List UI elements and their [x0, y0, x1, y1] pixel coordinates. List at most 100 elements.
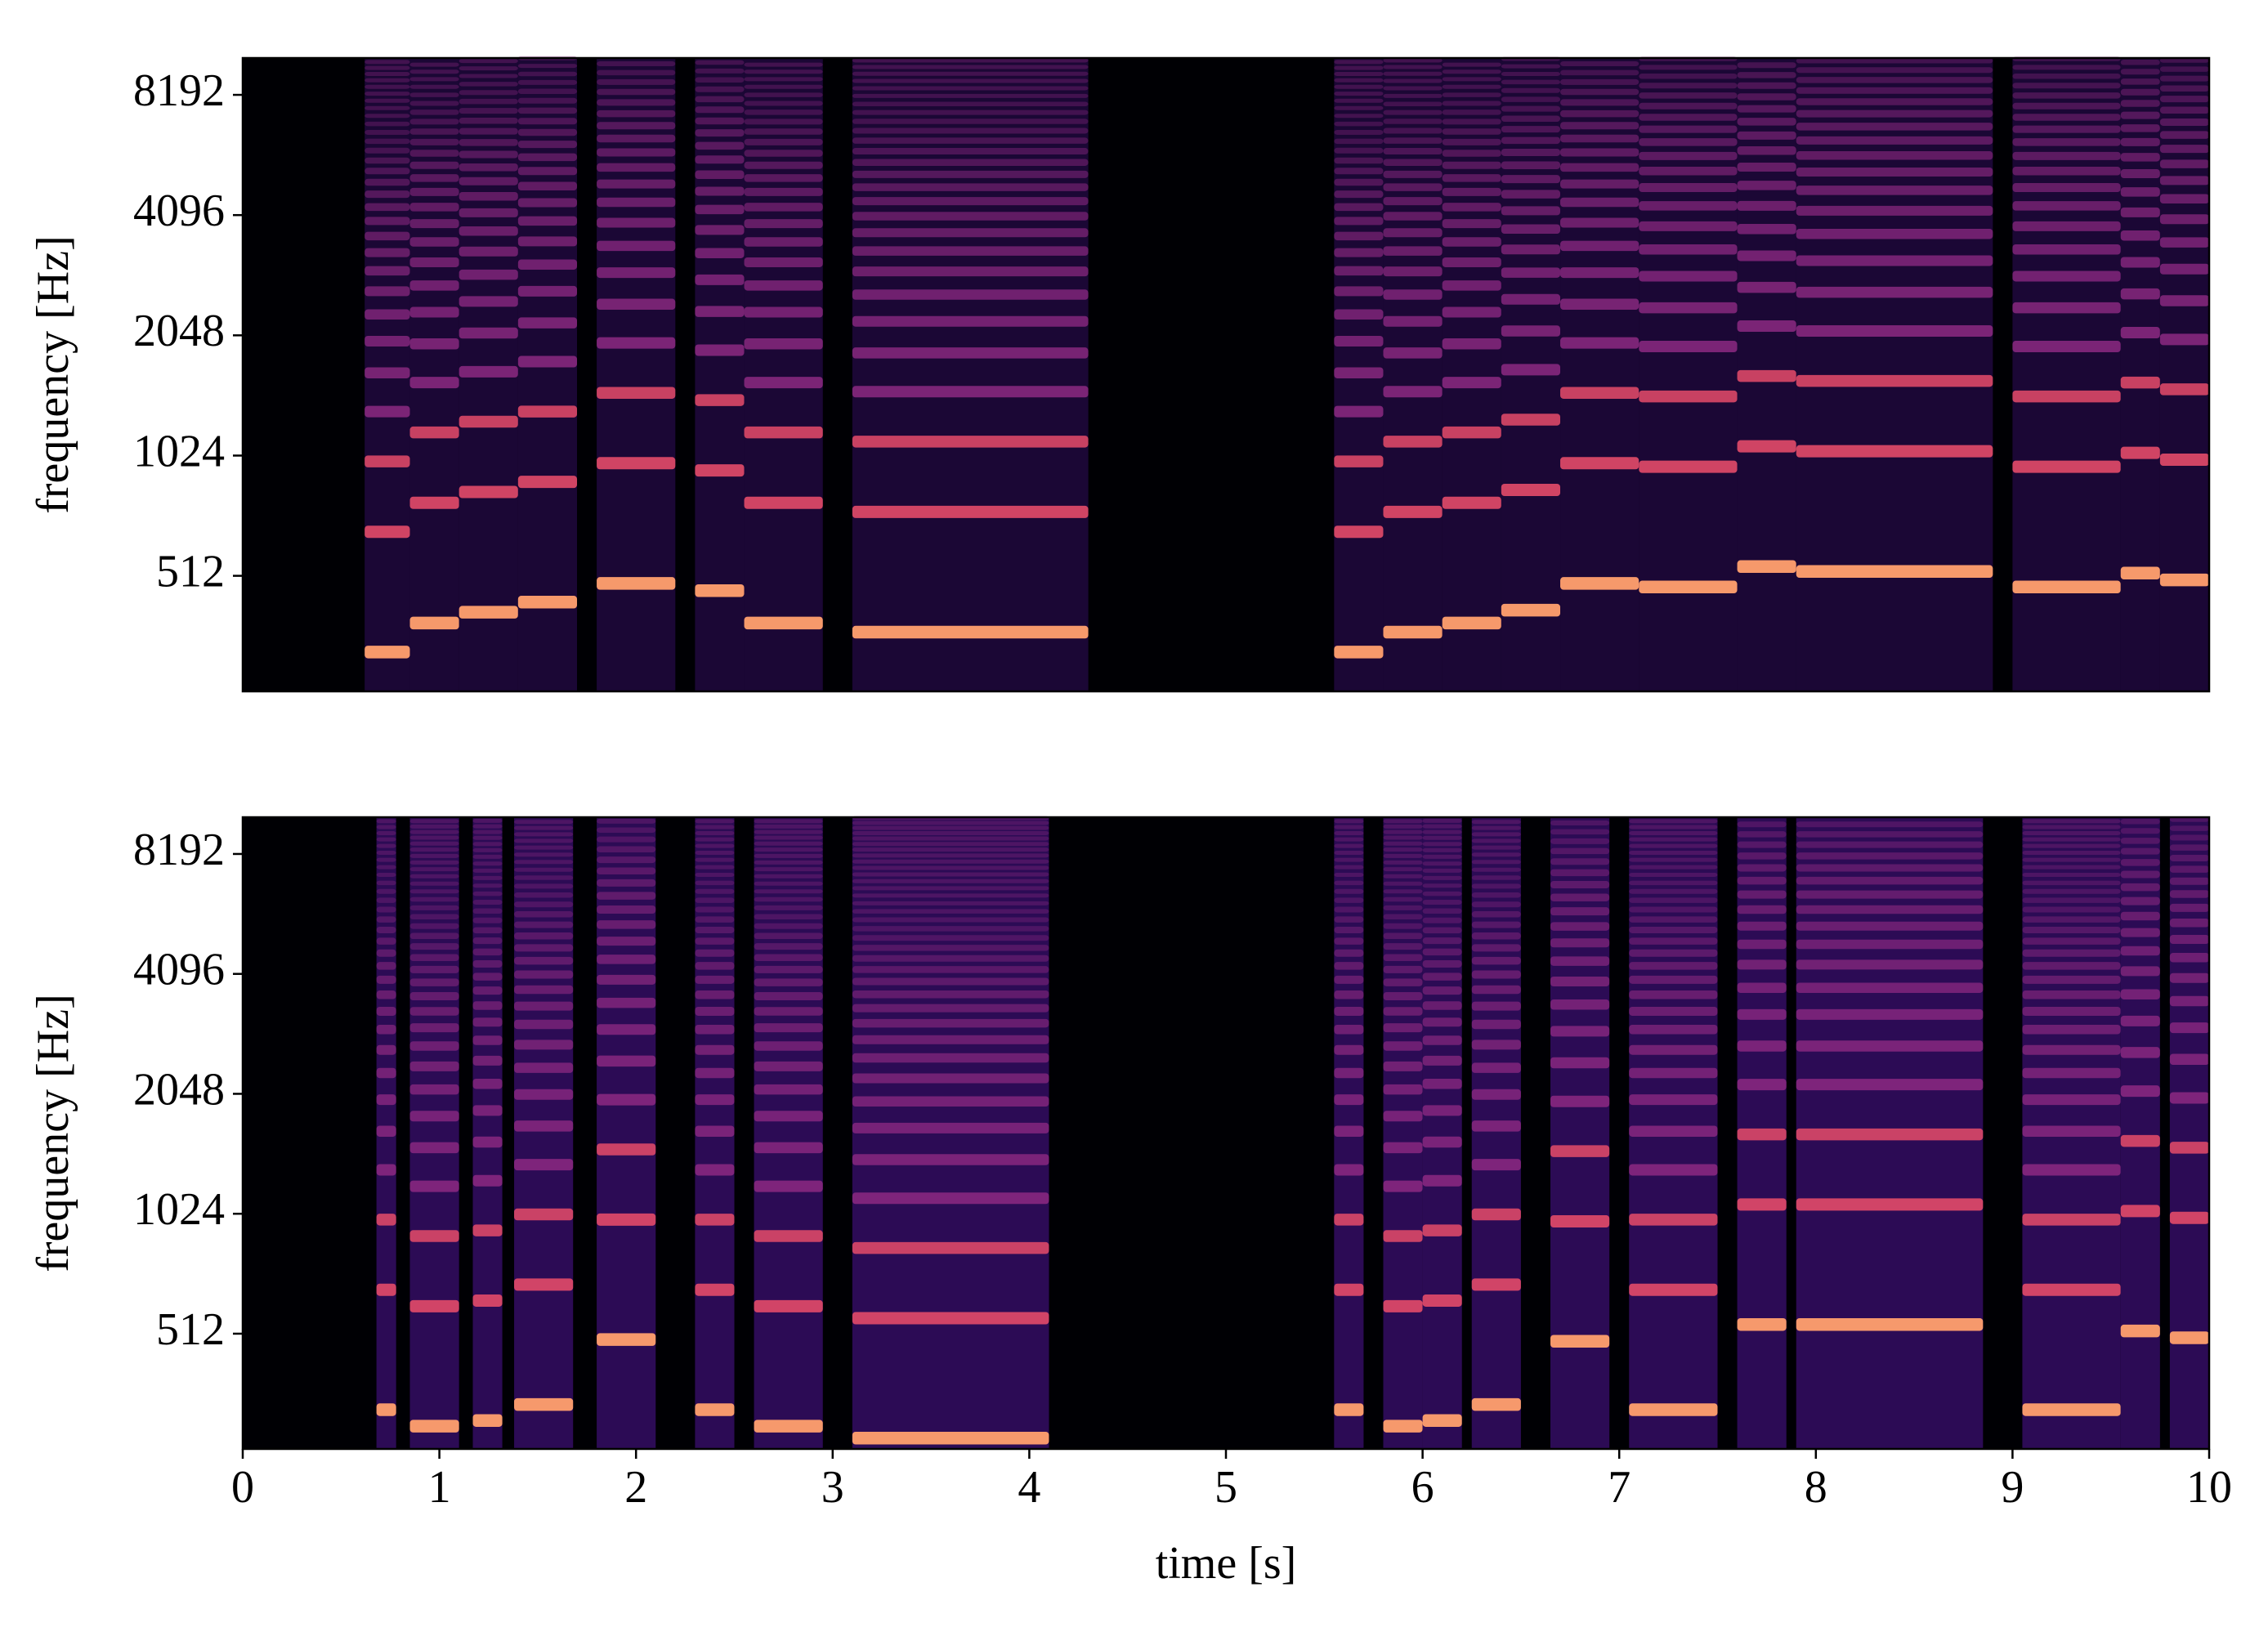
- harmonic: [1550, 820, 1610, 826]
- harmonic: [852, 859, 1049, 864]
- harmonic: [695, 170, 745, 180]
- harmonic: [1471, 867, 1521, 872]
- harmonic: [852, 137, 1089, 144]
- harmonic: [2120, 838, 2160, 844]
- harmonic: [1639, 580, 1738, 594]
- harmonic: [1501, 161, 1561, 169]
- harmonic: [2169, 953, 2209, 963]
- harmonic: [2159, 194, 2209, 203]
- harmonic: [1383, 896, 1423, 902]
- harmonic: [1383, 1230, 1423, 1242]
- harmonic: [754, 1023, 823, 1033]
- harmonic: [1334, 916, 1364, 923]
- harmonic: [2159, 75, 2209, 82]
- harmonic: [1629, 926, 1718, 933]
- harmonic: [2120, 1047, 2160, 1058]
- harmonic: [1334, 865, 1364, 870]
- harmonic: [514, 911, 574, 918]
- harmonic: [409, 1111, 459, 1122]
- harmonic: [695, 129, 745, 137]
- harmonic: [472, 972, 503, 981]
- harmonic: [597, 1055, 656, 1067]
- harmonic: [852, 935, 1049, 941]
- harmonic: [2022, 937, 2121, 945]
- harmonic: [514, 860, 574, 865]
- harmonic: [1334, 84, 1384, 89]
- harmonic: [1550, 893, 1610, 901]
- harmonic: [2120, 1085, 2160, 1098]
- harmonic: [744, 69, 823, 74]
- harmonic: [695, 394, 745, 406]
- harmonic: [2120, 100, 2160, 107]
- harmonic: [2169, 972, 2209, 983]
- harmonic: [1639, 201, 1738, 211]
- note-noise: [2159, 58, 2209, 691]
- harmonic: [1629, 865, 1718, 870]
- harmonic: [1560, 179, 1639, 189]
- harmonic: [754, 1230, 823, 1242]
- harmonic: [1639, 302, 1738, 314]
- harmonic: [1383, 1111, 1423, 1122]
- harmonic: [852, 347, 1089, 359]
- note-noise: [1383, 817, 1423, 1449]
- harmonic: [597, 905, 656, 914]
- harmonic: [1550, 869, 1610, 877]
- harmonic: [597, 577, 676, 590]
- harmonic: [409, 1023, 459, 1033]
- harmonic: [1796, 87, 1993, 94]
- harmonic: [409, 306, 459, 318]
- harmonic: [1383, 867, 1423, 872]
- x-tick-label: 3: [821, 1462, 844, 1513]
- y-tick-label: 4096: [133, 945, 225, 995]
- harmonic: [1796, 98, 1993, 105]
- harmonic: [459, 606, 518, 619]
- harmonic: [1639, 271, 1738, 282]
- harmonic: [754, 896, 823, 902]
- harmonic: [1471, 1159, 1521, 1171]
- harmonic: [852, 886, 1049, 891]
- harmonic: [754, 829, 823, 834]
- harmonic: [1442, 77, 1501, 82]
- harmonic: [1334, 248, 1384, 257]
- harmonic: [472, 891, 503, 896]
- harmonic: [744, 138, 823, 145]
- harmonic: [514, 832, 574, 837]
- harmonic: [1560, 69, 1639, 76]
- harmonic: [2022, 1125, 2121, 1137]
- harmonic: [1737, 131, 1796, 140]
- harmonic: [409, 860, 459, 865]
- harmonic: [376, 837, 396, 842]
- harmonic: [409, 237, 459, 247]
- harmonic: [744, 338, 823, 350]
- harmonic: [1501, 87, 1561, 93]
- harmonic: [852, 825, 1049, 830]
- harmonic: [1629, 888, 1718, 894]
- harmonic: [2012, 183, 2121, 193]
- harmonic: [365, 129, 410, 135]
- harmonic: [2022, 880, 2121, 886]
- harmonic: [517, 79, 578, 85]
- harmonic: [1442, 62, 1501, 67]
- harmonic: [1422, 847, 1462, 852]
- harmonic: [1383, 889, 1423, 894]
- harmonic: [1334, 1094, 1364, 1106]
- harmonic: [2159, 237, 2209, 248]
- harmonic: [1639, 167, 1738, 176]
- harmonic: [2022, 949, 2121, 957]
- harmonic: [1796, 821, 1984, 828]
- harmonic: [2159, 176, 2209, 186]
- harmonic: [2169, 1142, 2209, 1154]
- harmonic: [376, 962, 396, 970]
- harmonic: [1334, 178, 1384, 186]
- harmonic: [376, 1006, 396, 1016]
- harmonic: [695, 1125, 735, 1137]
- harmonic: [1383, 923, 1423, 929]
- harmonic: [2169, 834, 2209, 841]
- harmonic: [409, 138, 459, 145]
- harmonic: [1383, 932, 1423, 940]
- harmonic: [1383, 212, 1443, 221]
- harmonic: [409, 954, 459, 962]
- harmonic: [472, 835, 503, 840]
- harmonic: [1383, 315, 1443, 327]
- harmonic: [754, 1111, 823, 1122]
